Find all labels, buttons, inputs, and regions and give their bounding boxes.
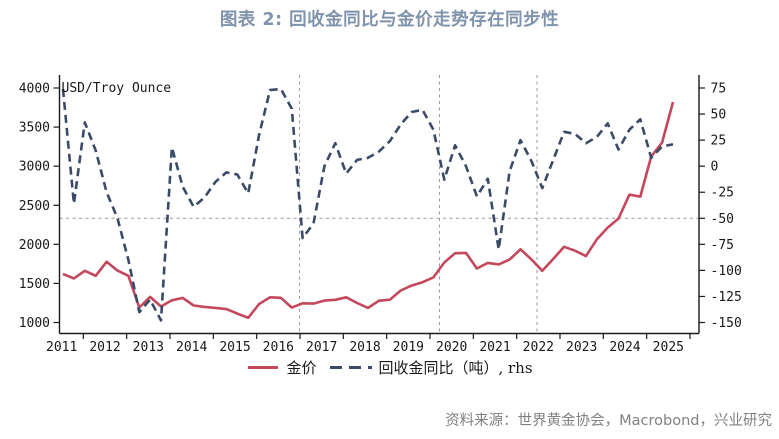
svg-text:-100: -100 (711, 264, 742, 279)
legend: 金价 回收金同比（吨）, rhs (0, 357, 779, 378)
svg-text:2025: 2025 (653, 340, 684, 355)
svg-text:2022: 2022 (523, 340, 554, 355)
svg-text:0: 0 (711, 160, 719, 175)
svg-text:2011: 2011 (46, 340, 77, 355)
svg-text:-75: -75 (711, 238, 734, 253)
svg-text:2015: 2015 (219, 340, 250, 355)
legend-label-gold-price: 金价 (286, 359, 317, 377)
svg-text:-25: -25 (711, 186, 734, 201)
chart-title: 图表 2: 回收金同比与金价走势存在同步性 (219, 10, 560, 30)
svg-text:2016: 2016 (263, 340, 294, 355)
svg-text:2013: 2013 (133, 340, 164, 355)
svg-text:2000: 2000 (19, 238, 50, 253)
svg-text:-50: -50 (711, 212, 734, 227)
source-note: 资料来源：世界黄金协会，Macrobond，兴业研究 (445, 413, 772, 429)
svg-text:2014: 2014 (176, 340, 207, 355)
svg-text:-150: -150 (711, 316, 742, 331)
recycled-yoy-dash-swatch-icon (330, 366, 373, 369)
svg-text:2020: 2020 (436, 340, 467, 355)
svg-text:75: 75 (711, 82, 727, 97)
legend-item-gold-price: 金价 (246, 357, 316, 378)
svg-text:2017: 2017 (306, 340, 337, 355)
svg-text:2024: 2024 (609, 340, 640, 355)
svg-text:2500: 2500 (19, 199, 50, 214)
legend-item-recycled-yoy: 回收金同比（吨）, rhs (328, 357, 533, 378)
svg-text:1000: 1000 (19, 316, 50, 331)
gold-price-line-swatch-icon (248, 366, 279, 369)
svg-text:2023: 2023 (566, 340, 597, 355)
svg-text:2012: 2012 (89, 340, 120, 355)
svg-text:4000: 4000 (19, 82, 50, 97)
svg-text:2019: 2019 (393, 340, 424, 355)
legend-label-recycled-yoy: 回收金同比（吨）, rhs (378, 359, 533, 377)
svg-text:1500: 1500 (19, 277, 50, 292)
svg-text:50: 50 (711, 108, 727, 123)
svg-text:2018: 2018 (349, 340, 380, 355)
svg-text:3000: 3000 (19, 160, 50, 175)
svg-text:25: 25 (711, 134, 727, 149)
svg-text:2021: 2021 (479, 340, 510, 355)
svg-text:3500: 3500 (19, 121, 50, 136)
svg-text:USD/Troy Ounce: USD/Troy Ounce (62, 81, 172, 96)
svg-text:-125: -125 (711, 290, 742, 305)
